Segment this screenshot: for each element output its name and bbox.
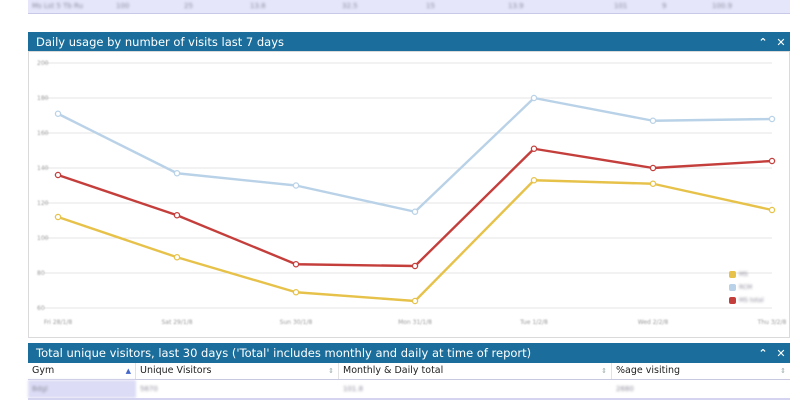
legend-label: MS total	[739, 297, 764, 304]
visitors-table-header: Gym ▲ Unique Visitors ⇕ Monthly & Daily …	[28, 363, 790, 380]
data-point	[292, 260, 300, 268]
table-cell: 5670	[140, 385, 158, 393]
legend-item[interactable]: MS total	[729, 294, 764, 307]
top-table-divider	[28, 13, 790, 14]
column-header-label: Unique Visitors	[140, 365, 212, 376]
table-cell: 2680	[616, 385, 634, 393]
sort-icon[interactable]: ⇕	[601, 367, 607, 375]
data-point	[54, 213, 62, 221]
data-point	[768, 115, 776, 123]
sort-asc-icon[interactable]: ▲	[125, 367, 131, 375]
data-point	[530, 176, 538, 184]
top-cell: 13.9	[508, 2, 524, 10]
y-tick-label: 180	[37, 95, 49, 102]
column-header-label: Gym	[32, 365, 55, 376]
column-header-label: Monthly & Daily total	[343, 365, 444, 376]
y-tick-label: 120	[37, 200, 49, 207]
x-tick-label: Thu 3/2/8	[757, 319, 787, 326]
x-tick-label: Sat 29/1/8	[161, 319, 192, 326]
data-point	[411, 208, 419, 215]
legend-swatch	[729, 271, 736, 278]
y-tick-label: 200	[37, 60, 49, 67]
column-header-gym[interactable]: Gym ▲	[28, 363, 136, 379]
top-cell: 100.9	[712, 2, 733, 10]
top-cell: Ms Lst 5 Tb Ru	[32, 2, 84, 10]
visitors-panel-title: Total unique visitors, last 30 days ('To…	[36, 346, 532, 360]
column-header-unique-visitors[interactable]: Unique Visitors ⇕	[136, 363, 339, 379]
close-icon[interactable]: ✕	[776, 346, 786, 360]
legend-swatch	[729, 284, 736, 291]
legend-label: MS	[739, 271, 748, 278]
y-tick-label: 60	[37, 305, 45, 312]
visitors-panel-header: Total unique visitors, last 30 days ('To…	[28, 343, 790, 363]
data-point	[54, 171, 62, 179]
data-point	[411, 297, 419, 305]
top-cell: 9	[662, 2, 667, 10]
y-tick-label: 160	[37, 130, 49, 137]
top-cell: 15	[426, 2, 435, 10]
sort-icon[interactable]: ⇕	[328, 367, 334, 375]
y-tick-label: 140	[37, 165, 49, 172]
data-point	[292, 182, 300, 189]
legend-label: RCM	[739, 284, 753, 291]
data-point	[411, 262, 419, 270]
data-point	[768, 206, 776, 214]
x-tick-label: Tue 1/2/8	[519, 319, 548, 326]
data-point	[292, 288, 300, 296]
legend-swatch	[729, 297, 736, 304]
data-point	[649, 180, 657, 187]
chart-panel-title: Daily usage by number of visits last 7 d…	[36, 35, 285, 49]
column-header-monthly-daily-total[interactable]: Monthly & Daily total ⇕	[339, 363, 612, 379]
chevron-up-icon[interactable]: ⌃	[758, 35, 768, 49]
close-icon[interactable]: ✕	[776, 35, 786, 49]
chart-area	[28, 51, 790, 338]
table-row-divider	[28, 398, 790, 400]
top-cell: 101	[614, 2, 628, 10]
y-tick-label: 80	[37, 270, 45, 277]
data-point	[54, 110, 62, 118]
data-point	[530, 145, 538, 152]
data-point	[173, 253, 181, 261]
chevron-up-icon[interactable]: ⌃	[758, 346, 768, 360]
data-point	[173, 211, 181, 219]
table-cell: Bdgl	[28, 380, 136, 398]
data-point	[649, 117, 657, 125]
top-table-row: Ms Lst 5 Tb Ru 100 25 13.8 32.5 15 13.9 …	[28, 0, 790, 13]
x-tick-label: Sun 30/1/8	[280, 319, 313, 326]
x-tick-label: Mon 31/1/8	[398, 319, 432, 326]
chart-legend: MS RCM MS total	[729, 268, 764, 307]
table-cell: 101.8	[343, 385, 364, 393]
x-tick-label: Fri 28/1/8	[44, 319, 73, 326]
data-point	[173, 169, 181, 177]
table-row[interactable]: Bdgl 5670 101.8 2680	[28, 380, 790, 398]
chart-panel-header: Daily usage by number of visits last 7 d…	[28, 32, 790, 52]
legend-item[interactable]: MS	[729, 268, 764, 281]
top-cell: 32.5	[342, 2, 358, 10]
column-header-label: %age visiting	[616, 365, 681, 376]
x-tick-label: Wed 2/2/8	[638, 319, 669, 326]
top-cell: 100	[116, 2, 130, 10]
legend-item[interactable]: RCM	[729, 281, 764, 294]
data-point	[649, 164, 657, 172]
data-point	[530, 94, 538, 102]
column-header-percent-visiting[interactable]: %age visiting ⇕	[612, 363, 790, 379]
sort-icon[interactable]: ⇕	[780, 367, 786, 375]
top-cell: 13.8	[250, 2, 266, 10]
top-cell: 25	[184, 2, 193, 10]
series-line	[57, 179, 773, 303]
series-line	[57, 96, 773, 213]
y-tick-label: 100	[37, 235, 49, 242]
data-point	[768, 157, 776, 165]
